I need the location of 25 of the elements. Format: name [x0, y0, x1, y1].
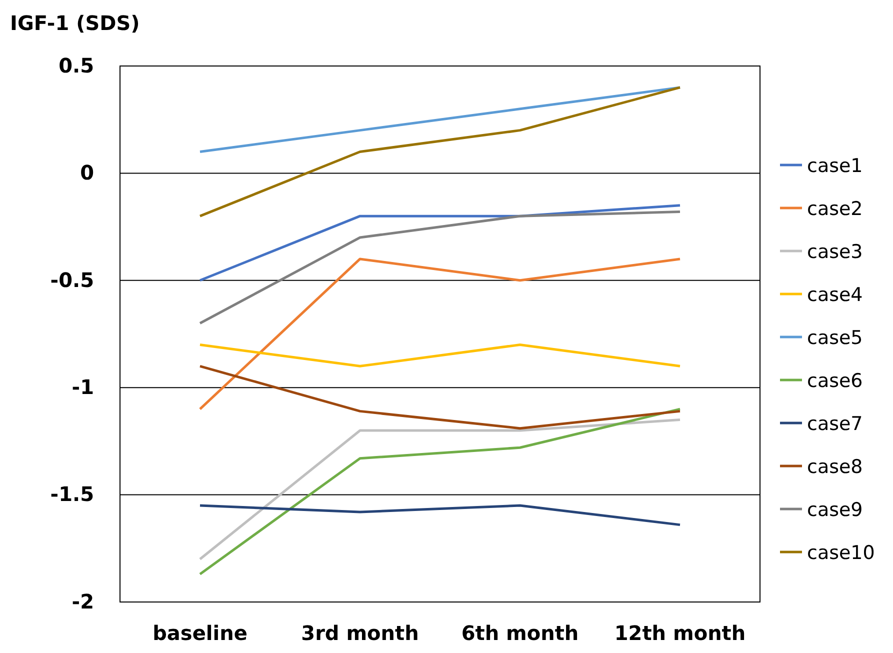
legend-label: case8	[807, 456, 863, 478]
legend-label: case1	[807, 155, 863, 177]
line-series	[198, 86, 682, 154]
y-tick-label: -1.5	[50, 482, 94, 506]
line-series	[198, 86, 682, 218]
legend-label: case2	[807, 198, 863, 220]
x-tick-label: 12th month	[614, 621, 746, 646]
legend-label: case4	[807, 284, 863, 306]
legend-label: case7	[807, 413, 863, 435]
y-tick-label: 0	[80, 160, 94, 185]
y-tick-label: 0.5	[58, 53, 94, 78]
legend-label: case9	[807, 499, 863, 521]
y-tick-label: -0.5	[50, 268, 94, 292]
legend-label: case10	[807, 542, 875, 564]
line-series	[198, 408, 682, 576]
y-tick-label: -2	[72, 589, 94, 614]
x-tick-label: 6th month	[461, 621, 579, 646]
x-tick-label: baseline	[152, 621, 248, 646]
x-tick-label: 3rd month	[301, 621, 419, 646]
legend-label: case3	[807, 241, 863, 263]
y-tick-label: -1	[72, 375, 94, 399]
legend-label: case6	[807, 370, 863, 392]
legend-label: case5	[807, 327, 863, 349]
line-series	[198, 210, 682, 325]
chart-title: IGF-1 (SDS)	[10, 11, 140, 35]
